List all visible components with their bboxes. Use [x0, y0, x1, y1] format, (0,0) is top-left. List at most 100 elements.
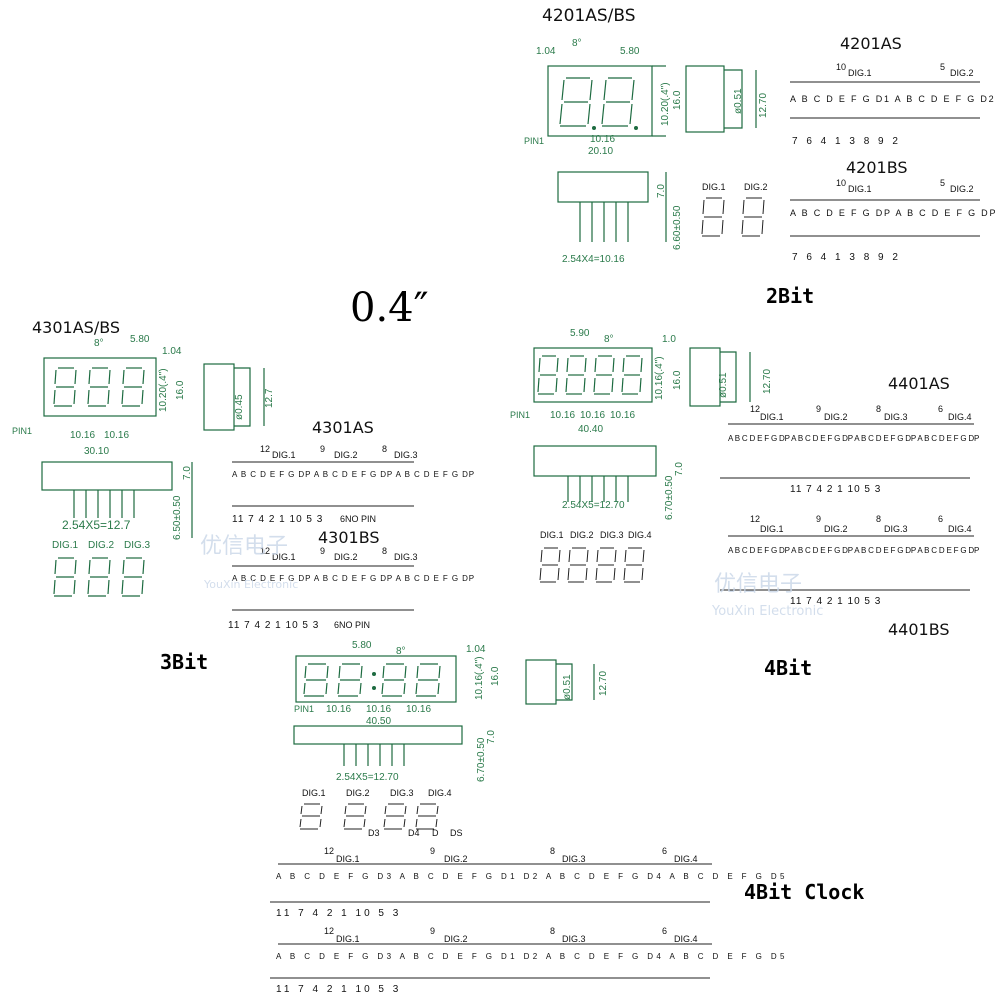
- no-pin-note: 6NO PIN: [334, 620, 371, 630]
- dim-label: 16.0: [175, 380, 186, 400]
- front-view-2bit: [547, 65, 666, 137]
- dim-label: 10.16: [104, 430, 130, 441]
- digit-label: D: [432, 828, 439, 838]
- dim-label: 2.54X5=12.7: [62, 518, 131, 532]
- pin-numbers: 11 7 4 2 1 10 5 3: [276, 908, 402, 919]
- dim-label: 12.70: [758, 92, 769, 118]
- pin-number: 12: [324, 926, 335, 936]
- dim-label: 12.70: [598, 670, 609, 696]
- digit-label: D3: [368, 828, 380, 838]
- dim-label: 6.50±0.50: [172, 495, 183, 540]
- pin1-label: PIN1: [294, 704, 315, 714]
- dim-label: 10.16: [580, 410, 606, 421]
- pin-number: 6: [938, 514, 944, 524]
- pin-number: 8: [876, 514, 882, 524]
- dim-label: 12.70: [762, 368, 773, 394]
- bottom-view-clock: [293, 725, 463, 766]
- digit-label: DIG.3: [562, 854, 586, 864]
- part-label-4401as: 4401AS: [888, 374, 950, 393]
- digit-diagram-4bit: [539, 547, 645, 583]
- watermark-text: 优信电子: [714, 572, 803, 597]
- segment-row: A B C D E F G D3 A B C D E F G D1 D2 A B…: [276, 952, 788, 961]
- digit-label: DIG.4: [674, 934, 698, 944]
- part-label-4201as: 4201AS: [840, 34, 902, 53]
- digit-label: DIG.2: [334, 552, 358, 562]
- dim-label: 8°: [604, 334, 614, 345]
- dim-label: 10.16: [550, 410, 576, 421]
- dim-label: 5.80: [352, 640, 372, 651]
- pin-number: 8: [550, 846, 556, 856]
- digit-label: DIG.2: [950, 68, 974, 78]
- circuit-3bit-as: [232, 461, 414, 507]
- front-view-4bit: [533, 347, 653, 403]
- pin-number: 12: [260, 546, 271, 556]
- circuit-2bit-as: [790, 81, 980, 119]
- digit-diagram-3bit: [53, 557, 145, 597]
- pin-numbers: 7 6 4 1 3 8 9 2: [792, 136, 901, 147]
- digit-label: D4: [408, 828, 420, 838]
- section-label-3bit: 3Bit: [160, 650, 209, 674]
- circuit-4bit-as: [720, 423, 974, 479]
- circuit-2bit-bs: [790, 199, 980, 237]
- digit-label: DIG.1: [760, 412, 784, 422]
- digit-label: DIG.4: [948, 412, 972, 422]
- dim-label: 6.70±0.50: [664, 475, 675, 520]
- dim-label: 1.04: [466, 644, 486, 655]
- dim-label: 5.80: [620, 46, 640, 57]
- dim-label: 10.16(.4"): [654, 356, 665, 400]
- dim-label: 1.0: [662, 334, 676, 345]
- digit-label: DIG.3: [394, 450, 418, 460]
- dim-label: 10.16: [366, 704, 392, 715]
- digit-label: DIG.2: [88, 540, 115, 551]
- front-view-3bit: [43, 357, 157, 417]
- dim-label: 10.16: [610, 410, 636, 421]
- dim-label: 40.40: [578, 424, 604, 435]
- digit-label: DIG.4: [628, 530, 652, 540]
- digit-diagram-clock: [299, 803, 439, 830]
- dim-label: 7.0: [486, 730, 497, 744]
- digit-label: DIG.3: [390, 788, 414, 798]
- pin-number: 10: [836, 178, 847, 188]
- digit-label: DIG.1: [336, 854, 360, 864]
- segment-row: A B C D E F G DP A B C D E F G DP A B C …: [232, 574, 475, 583]
- dim-label: 10.20(.4"): [158, 368, 169, 412]
- pin-number: 9: [816, 514, 822, 524]
- pin-numbers: 11 7 4 2 1 10 5 3: [228, 620, 320, 631]
- dim-label: ø0.51: [718, 372, 729, 398]
- side-view-3bit: [203, 363, 265, 431]
- dim-label: 7.0: [656, 184, 667, 198]
- digit-label: DIG.1: [272, 450, 296, 460]
- dim-label: 40.50: [366, 716, 392, 727]
- part-label-4301bs: 4301BS: [318, 528, 380, 547]
- pin-number: 9: [816, 404, 822, 414]
- pin-number: 5: [940, 62, 946, 72]
- dim-label: 10.16: [406, 704, 432, 715]
- model-label-3bit: 4301AS/BS: [32, 318, 121, 337]
- digit-label: DIG.3: [124, 540, 151, 551]
- dim-label: 7.0: [182, 466, 193, 480]
- digit-label: DIG.3: [394, 552, 418, 562]
- dim-label: 10.20(.4"): [660, 82, 671, 126]
- dim-label: 1.04: [162, 346, 182, 357]
- segment-row: A B C D E F G DP A B C D E F G DP A B C …: [728, 546, 980, 555]
- pin-number: 9: [320, 444, 326, 454]
- pin-number: 12: [750, 514, 761, 524]
- pin-number: 12: [750, 404, 761, 414]
- digit-label: DIG.3: [884, 412, 908, 422]
- digit-label: DIG.2: [824, 524, 848, 534]
- pin-number: 9: [430, 846, 436, 856]
- dim-label: 8°: [396, 646, 406, 657]
- digit-label: DIG.1: [336, 934, 360, 944]
- dim-label: 5.90: [570, 328, 590, 339]
- side-view-clock: [525, 659, 595, 705]
- digit-label: DIG.3: [562, 934, 586, 944]
- circuit-clock-1: [270, 863, 712, 903]
- digit-label: DIG.4: [674, 854, 698, 864]
- digit-label: DIG.3: [884, 524, 908, 534]
- dim-label: 10.16: [70, 430, 96, 441]
- watermark-text: YouXin Electronic: [204, 578, 299, 591]
- circuit-4bit-bs: [720, 535, 974, 591]
- dim-label: 7.0: [674, 462, 685, 476]
- dim-label: ø0.51: [733, 88, 744, 114]
- side-view-4bit: [689, 347, 751, 407]
